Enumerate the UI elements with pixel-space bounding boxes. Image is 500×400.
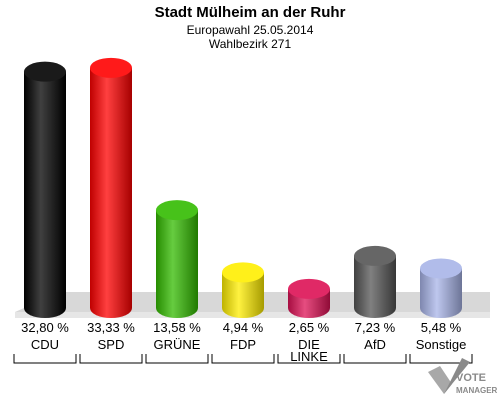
category-separator-group xyxy=(13,354,473,364)
value-label-group: 32,80 % 33,33 % 13,58 % 4,94 % 2,65 % 7,23 % 5… xyxy=(21,320,462,335)
bar-body xyxy=(24,71,66,318)
bar-top xyxy=(222,262,264,283)
bar-top xyxy=(420,258,462,279)
logo-line-2: MANAGER xyxy=(456,386,498,395)
bar-body xyxy=(354,255,396,318)
bar-top xyxy=(90,57,132,78)
category-bracket xyxy=(343,354,407,364)
bar-spd xyxy=(90,57,132,318)
bar-body xyxy=(156,210,198,318)
logo-check-icon xyxy=(428,358,470,394)
category-label: SPD xyxy=(98,337,125,352)
bar-grüne xyxy=(156,200,198,318)
bar-body xyxy=(420,268,462,318)
category-label: DIE xyxy=(298,337,320,352)
vote-manager-logo: VOTE MANAGER xyxy=(428,358,498,395)
chart-subtitle-line-2: Wahlbezirk 271 xyxy=(209,37,292,51)
category-bracket xyxy=(277,354,341,364)
bar-die-linke xyxy=(288,278,330,318)
value-label: 33,33 % xyxy=(87,320,135,335)
category-label: AfD xyxy=(364,337,386,352)
logo-line-1: VOTE xyxy=(456,372,486,384)
value-label: 32,80 % xyxy=(21,320,69,335)
chart-subtitle-line-1: Europawahl 25.05.2014 xyxy=(187,23,314,37)
bar-cdu xyxy=(24,61,66,318)
bar-top xyxy=(288,278,330,299)
category-bracket xyxy=(211,354,275,364)
bar-group xyxy=(24,57,462,318)
bar-body xyxy=(222,272,264,318)
bar-sonstige xyxy=(420,258,462,318)
bar-top xyxy=(24,61,66,82)
bar-fdp xyxy=(222,262,264,318)
category-bracket xyxy=(409,354,473,364)
category-bracket xyxy=(79,354,143,364)
category-label: LINKE xyxy=(290,349,328,364)
category-label: FDP xyxy=(230,337,256,352)
category-bracket xyxy=(145,354,209,364)
category-bracket xyxy=(13,354,77,364)
bar-body xyxy=(90,67,132,318)
value-label: 13,58 % xyxy=(153,320,201,335)
value-label: 7,23 % xyxy=(355,320,396,335)
bar-top xyxy=(156,200,198,221)
category-label: GRÜNE xyxy=(154,337,201,352)
category-label: CDU xyxy=(31,337,59,352)
value-label: 5,48 % xyxy=(421,320,462,335)
bar-afd xyxy=(354,245,396,318)
value-label: 4,94 % xyxy=(223,320,264,335)
bar-top xyxy=(354,245,396,266)
value-label: 2,65 % xyxy=(289,320,330,335)
category-label: Sonstige xyxy=(416,337,467,352)
chart-title: Stadt Mülheim an der Ruhr xyxy=(155,4,346,21)
